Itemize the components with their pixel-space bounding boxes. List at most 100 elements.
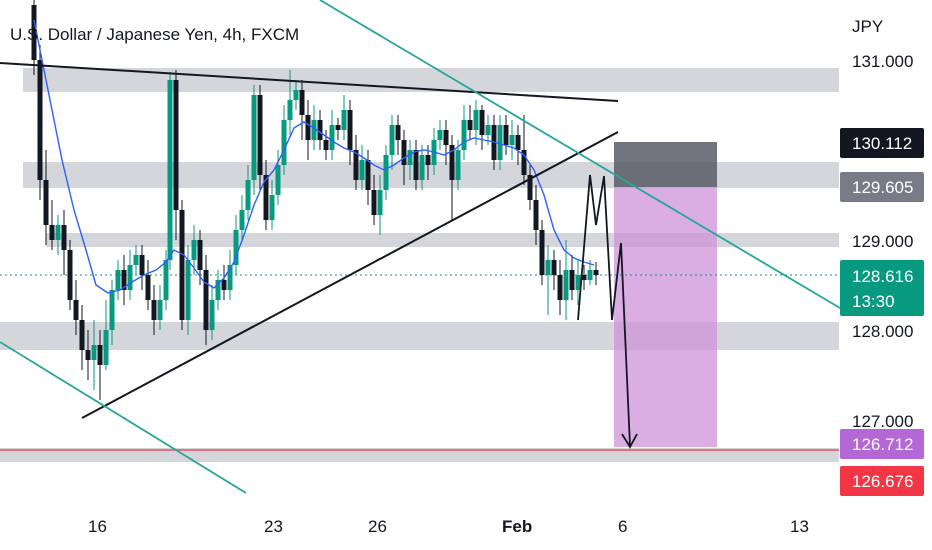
candle-body <box>569 270 575 290</box>
candle-body <box>371 190 377 215</box>
candle-body <box>383 155 389 190</box>
candle-body <box>121 270 127 290</box>
candle-body <box>539 230 545 275</box>
candle-body <box>293 90 299 100</box>
candle-body <box>395 125 401 140</box>
candle-body <box>341 110 347 130</box>
candle-body <box>191 240 197 260</box>
time-axis-background <box>0 515 932 550</box>
candle-body <box>157 300 163 320</box>
candle-body <box>197 240 203 270</box>
candle-body <box>269 195 275 220</box>
candle-body <box>527 175 533 200</box>
candle-body <box>91 345 97 360</box>
candle-body <box>167 80 173 260</box>
candle-body <box>479 110 485 135</box>
candle-body <box>257 95 263 175</box>
projected-price-path <box>577 174 631 447</box>
candle-body <box>437 130 443 140</box>
symbol-title: U.S. Dollar / Japanese Yen, 4h, FXCM <box>10 25 299 44</box>
candle-body <box>587 270 593 280</box>
candle-body <box>533 200 539 230</box>
price-badge-stop-text: 130.112 <box>852 134 912 153</box>
price-badge-entry: 129.605 <box>840 172 924 202</box>
candle-body <box>515 135 521 150</box>
candle-body <box>551 260 557 275</box>
candle-body <box>545 260 551 275</box>
candle-body <box>389 125 395 155</box>
candle-body <box>215 280 221 300</box>
candle-body <box>449 145 455 180</box>
candle-body <box>467 120 473 130</box>
candle-body <box>575 275 581 290</box>
time-tick-feb: Feb <box>502 517 532 536</box>
candle-body <box>305 115 311 140</box>
price-badge-line: 126.676 <box>840 466 924 496</box>
rising-support-line <box>81 131 619 419</box>
candle-body <box>55 225 61 240</box>
candle-body <box>413 150 419 180</box>
candle-body <box>407 150 413 165</box>
candle-body <box>115 270 121 290</box>
candle-body <box>97 345 103 365</box>
candle-body <box>67 250 73 300</box>
candle-body <box>509 135 515 145</box>
price-tick-129: 129.000 <box>852 232 913 251</box>
candle-body <box>145 275 151 300</box>
projection-arrowhead <box>621 433 638 449</box>
time-tick-26: 26 <box>368 517 387 536</box>
zone-126-7 <box>0 448 839 462</box>
currency-label: JPY <box>852 17 883 36</box>
price-badge-target-text: 126.712 <box>852 435 913 454</box>
price-tick-127: 127.000 <box>852 412 913 431</box>
candle-body <box>31 5 37 60</box>
take-profit-zone <box>614 187 717 447</box>
candle-body <box>233 230 239 265</box>
price-badge-stop: 130.112 <box>840 128 924 158</box>
candle-body <box>365 160 371 190</box>
candle-body <box>329 125 335 150</box>
lower-channel-line <box>0 341 247 494</box>
time-tick-23: 23 <box>264 517 283 536</box>
candle-body <box>185 260 191 320</box>
price-badge-current: 128.616 13:30 <box>840 260 924 316</box>
candle-body <box>563 270 569 300</box>
candle-body <box>497 125 503 160</box>
candle-body <box>109 290 115 330</box>
countdown-text: 13:30 <box>852 292 895 311</box>
candle-body <box>281 120 287 165</box>
candle-body <box>209 300 215 330</box>
candle-body <box>251 95 257 180</box>
price-tick-128: 128.000 <box>852 322 913 341</box>
candle-body <box>377 190 383 215</box>
candle-body <box>139 255 145 275</box>
stop-loss-zone <box>614 142 717 187</box>
candle-body <box>299 90 305 115</box>
candle-body <box>239 210 245 230</box>
short-position-tool[interactable] <box>614 142 717 447</box>
candle-body <box>323 140 329 150</box>
price-badge-line-text: 126.676 <box>852 472 913 491</box>
candle-body <box>263 175 269 220</box>
candle-body <box>359 160 365 180</box>
candle-body <box>49 225 55 240</box>
price-badge-target: 126.712 <box>840 429 924 459</box>
candlestick-series <box>31 0 599 400</box>
candle-body <box>85 350 91 360</box>
candle-body <box>79 320 85 350</box>
candle-body <box>347 110 353 150</box>
candle-body <box>133 255 139 265</box>
candle-body <box>503 125 509 145</box>
candle-body <box>173 80 179 210</box>
candle-body <box>401 140 407 165</box>
moving-average-line <box>33 19 595 294</box>
candle-body <box>335 125 341 130</box>
candle-body <box>485 125 491 135</box>
candle-body <box>61 225 67 250</box>
upper-channel-line <box>319 0 841 309</box>
price-badge-current-text: 128.616 <box>852 267 913 286</box>
candle-body <box>245 180 251 210</box>
candle-body <box>179 210 185 320</box>
